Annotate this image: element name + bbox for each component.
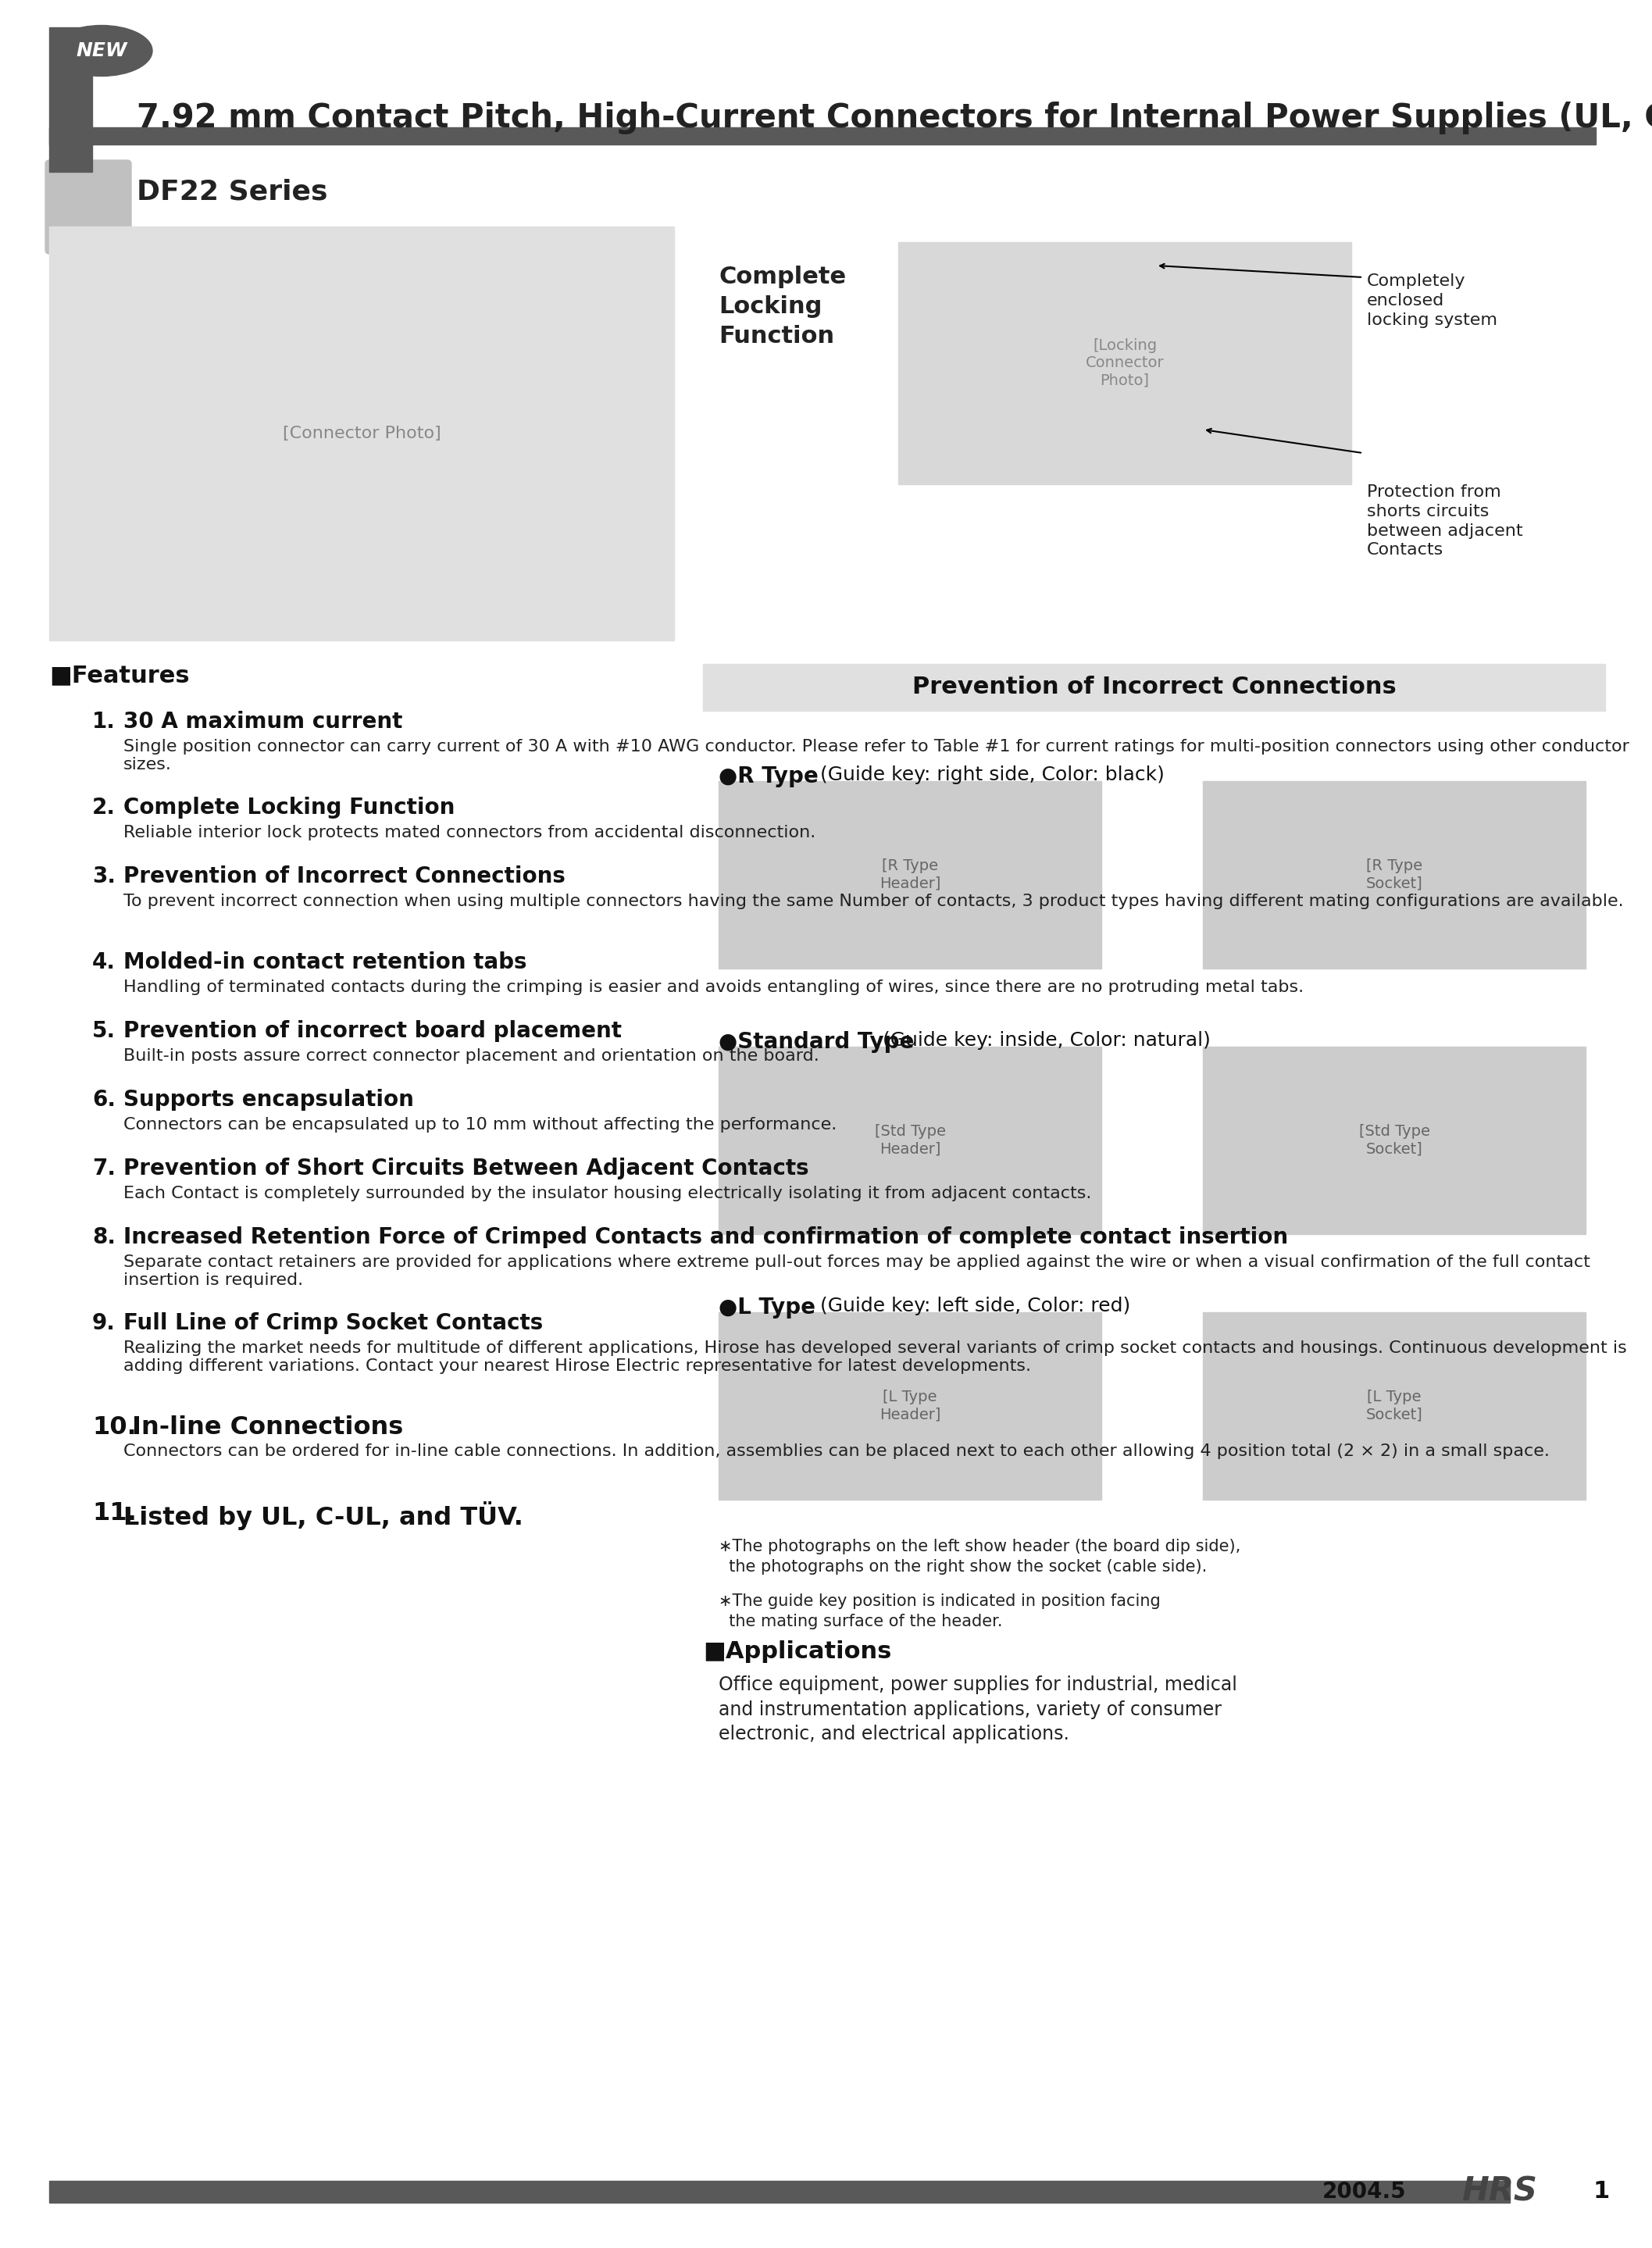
Text: Built-in posts assure correct connector placement and orientation on the board.: Built-in posts assure correct connector … [124,1048,819,1063]
Text: Complete
Locking
Function: Complete Locking Function [719,265,846,348]
Text: Complete Locking Function: Complete Locking Function [124,796,454,818]
Bar [704,663,1606,710]
Text: Completely
enclosed
locking system: Completely enclosed locking system [1366,274,1497,328]
Text: In-line Connections: In-line Connections [124,1416,403,1439]
Text: [R Type
Socket]: [R Type Socket] [1366,859,1422,890]
Text: 9.: 9. [93,1313,116,1333]
Bar [1203,780,1586,969]
Text: 1.: 1. [93,710,116,733]
Text: Prevention of incorrect board placement: Prevention of incorrect board placement [124,1021,621,1043]
Text: (Guide key: left side, Color: red): (Guide key: left side, Color: red) [819,1297,1130,1315]
Bar [50,27,93,171]
Bar [719,780,1102,969]
Text: ■Applications: ■Applications [704,1641,892,1664]
Text: [R Type
Header]: [R Type Header] [879,859,940,890]
Bar [899,243,1351,483]
Text: 4.: 4. [93,951,116,973]
Text: 5.: 5. [93,1021,116,1043]
Text: Connectors can be encapsulated up to 10 mm without affecting the performance.: Connectors can be encapsulated up to 10 … [124,1117,838,1133]
Text: Prevention of Short Circuits Between Adjacent Contacts: Prevention of Short Circuits Between Adj… [124,1158,809,1180]
Text: Prevention of Incorrect Connections: Prevention of Incorrect Connections [912,677,1396,699]
FancyBboxPatch shape [45,160,131,254]
Text: Realizing the market needs for multitude of different applications, Hirose has d: Realizing the market needs for multitude… [124,1340,1627,1374]
Bar [50,2181,1510,2203]
Text: Separate contact retainers are provided for applications where extreme pull-out : Separate contact retainers are provided … [124,1254,1591,1288]
Text: [Locking
Connector
Photo]: [Locking Connector Photo] [1085,339,1165,389]
Text: [Std Type
Socket]: [Std Type Socket] [1358,1124,1429,1155]
Text: [L Type
Socket]: [L Type Socket] [1366,1389,1422,1423]
Text: [Connector Photo]: [Connector Photo] [282,425,441,441]
Text: [L Type
Header]: [L Type Header] [879,1389,940,1423]
Text: NEW: NEW [76,40,127,61]
Text: 10.: 10. [93,1416,137,1439]
Text: [Std Type
Header]: [Std Type Header] [874,1124,945,1155]
Ellipse shape [51,25,152,76]
Bar [704,227,1606,641]
Bar [704,663,1606,1897]
Text: Increased Retention Force of Crimped Contacts and confirmation of complete conta: Increased Retention Force of Crimped Con… [124,1227,1289,1248]
Text: ●L Type: ●L Type [719,1297,816,1320]
Text: ■Features: ■Features [50,663,190,686]
Text: 6.: 6. [93,1088,116,1111]
Text: 7.: 7. [93,1158,116,1180]
Text: Handling of terminated contacts during the crimping is easier and avoids entangl: Handling of terminated contacts during t… [124,980,1303,996]
Text: Full Line of Crimp Socket Contacts: Full Line of Crimp Socket Contacts [124,1313,544,1333]
Text: Molded-in contact retention tabs: Molded-in contact retention tabs [124,951,527,973]
Text: Listed by UL, C-UL, and TÜV.: Listed by UL, C-UL, and TÜV. [124,1502,524,1531]
Text: 1: 1 [1593,2181,1609,2203]
Text: (Guide key: inside, Color: natural): (Guide key: inside, Color: natural) [882,1032,1211,1050]
Text: Reliable interior lock protects mated connectors from accidental disconnection.: Reliable interior lock protects mated co… [124,825,816,841]
Bar [1203,1048,1586,1234]
Text: ●R Type: ●R Type [719,767,818,787]
Text: 2.: 2. [93,796,116,818]
Text: Each Contact is completely surrounded by the insulator housing electrically isol: Each Contact is completely surrounded by… [124,1185,1092,1200]
Text: 11.: 11. [93,1502,137,1526]
Text: 3.: 3. [93,865,116,888]
Text: Office equipment, power supplies for industrial, medical
and instrumentation app: Office equipment, power supplies for ind… [719,1675,1237,1744]
Text: Single position connector can carry current of 30 A with #10 AWG conductor. Plea: Single position connector can carry curr… [124,740,1629,773]
Text: Connectors can be ordered for in-line cable connections. In addition, assemblies: Connectors can be ordered for in-line ca… [124,1443,1550,1459]
Bar [719,1313,1102,1499]
Text: DF22 Series: DF22 Series [137,178,327,205]
Text: 7.92 mm Contact Pitch, High-Current Connectors for Internal Power Supplies (UL, : 7.92 mm Contact Pitch, High-Current Conn… [137,97,1652,135]
Text: 30 A maximum current: 30 A maximum current [124,710,403,733]
Bar [50,227,674,641]
Text: Protection from
shorts circuits
between adjacent
Contacts: Protection from shorts circuits between … [1366,483,1523,558]
Text: To prevent incorrect connection when using multiple connectors having the same N: To prevent incorrect connection when usi… [124,892,1624,908]
Text: ●Standard Type: ●Standard Type [719,1032,914,1052]
Bar [1203,1313,1586,1499]
Text: 8.: 8. [93,1227,116,1248]
Bar [50,128,1596,144]
Bar [719,1048,1102,1234]
Text: 2004.5: 2004.5 [1322,2181,1406,2203]
Text: (Guide key: right side, Color: black): (Guide key: right side, Color: black) [819,767,1165,785]
Text: Supports encapsulation: Supports encapsulation [124,1088,415,1111]
Text: HRS: HRS [1462,2176,1538,2208]
Text: Prevention of Incorrect Connections: Prevention of Incorrect Connections [124,865,565,888]
Text: ∗The photographs on the left show header (the board dip side),
  the photographs: ∗The photographs on the left show header… [719,1540,1241,1576]
Text: ∗The guide key position is indicated in position facing
  the mating surface of : ∗The guide key position is indicated in … [719,1594,1160,1630]
